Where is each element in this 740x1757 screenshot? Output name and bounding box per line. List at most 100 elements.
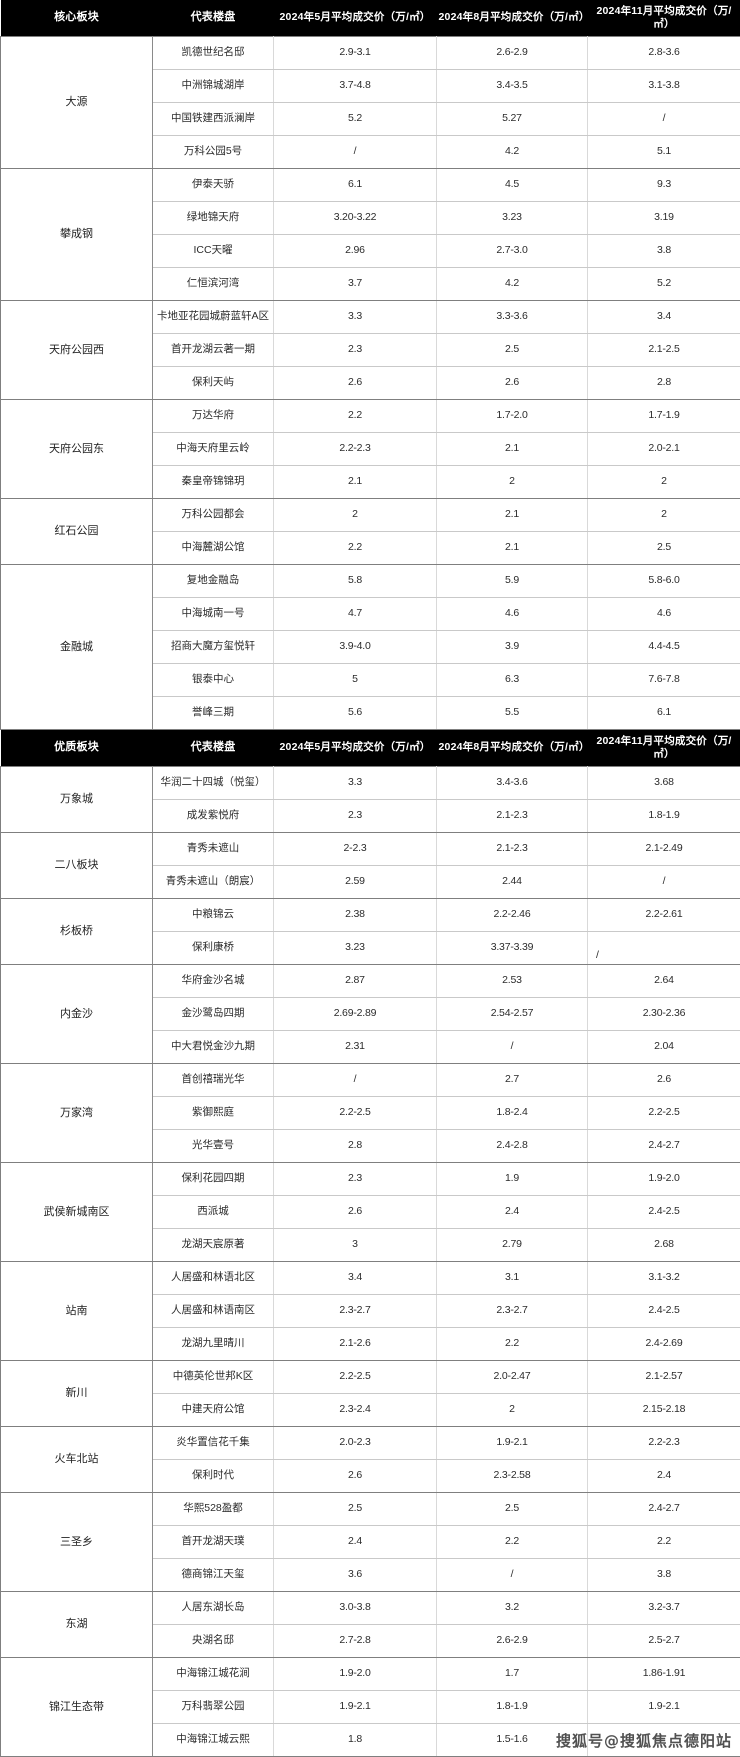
may-price-cell: / [274, 1064, 437, 1097]
aug-price-cell: 2.2 [437, 1328, 588, 1361]
aug-price-cell: 1.5-1.6 [437, 1724, 588, 1757]
project-name-cell: 西派城 [153, 1196, 274, 1229]
aug-price-cell: / [437, 1559, 588, 1592]
nov-price-cell: / [588, 103, 740, 136]
project-name-cell: 华府金沙名城 [153, 965, 274, 998]
nov-price-cell: 2.68 [588, 1229, 740, 1262]
nov-price-cell: 2.8 [588, 367, 740, 400]
project-name-cell: 中海锦江城云熙 [153, 1724, 274, 1757]
project-name-cell: 人居盛和林语北区 [153, 1262, 274, 1295]
may-price-cell: 2.5 [274, 1493, 437, 1526]
may-price-cell: 2.96 [274, 235, 437, 268]
aug-price-cell: 2.4 [437, 1196, 588, 1229]
may-price-cell: 2-2.3 [274, 833, 437, 866]
sector-name-cell: 大源 [1, 37, 153, 169]
nov-price-cell: 2.64 [588, 965, 740, 998]
may-price-cell: 3.3 [274, 301, 437, 334]
aug-price-cell: 4.2 [437, 268, 588, 301]
project-name-cell: 中海天府里云岭 [153, 433, 274, 466]
aug-price-cell: 2.2 [437, 1526, 588, 1559]
may-price-cell: 2.2 [274, 400, 437, 433]
aug-price-cell: 2.2-2.46 [437, 899, 588, 932]
aug-price-cell: 3.4-3.5 [437, 70, 588, 103]
nov-price-cell: 2.2-2.5 [588, 1097, 740, 1130]
project-name-cell: 人居盛和林语南区 [153, 1295, 274, 1328]
column-header-nov-price: 2024年11月平均成交价（万/㎡） [588, 0, 740, 37]
may-price-cell: 2.3-2.4 [274, 1394, 437, 1427]
nov-price-cell: 2.2 [588, 1526, 740, 1559]
may-price-cell: 3.3 [274, 767, 437, 800]
project-name-cell: 誉峰三期 [153, 697, 274, 730]
may-price-cell: 2.3-2.7 [274, 1295, 437, 1328]
sector-name-cell: 火车北站 [1, 1427, 153, 1493]
project-name-cell: 保利花园四期 [153, 1163, 274, 1196]
may-price-cell: 2.59 [274, 866, 437, 899]
project-name-cell: 中国铁建西派澜岸 [153, 103, 274, 136]
nov-price-cell: 2.4-2.7 [588, 1493, 740, 1526]
project-name-cell: 紫御熙庭 [153, 1097, 274, 1130]
sector-name-cell: 杉板桥 [1, 899, 153, 965]
nov-price-cell [588, 1724, 740, 1757]
project-name-cell: 首开龙湖天璞 [153, 1526, 274, 1559]
may-price-cell: 2.6 [274, 1460, 437, 1493]
sector-name-cell: 三圣乡 [1, 1493, 153, 1592]
aug-price-cell: 1.8-1.9 [437, 1691, 588, 1724]
project-name-cell: 首开龙湖云著一期 [153, 334, 274, 367]
aug-price-cell: 2.1 [437, 499, 588, 532]
aug-price-cell: 2.4-2.8 [437, 1130, 588, 1163]
aug-price-cell: 2.5 [437, 1493, 588, 1526]
project-name-cell: 万科公园都会 [153, 499, 274, 532]
aug-price-cell: 1.9 [437, 1163, 588, 1196]
aug-price-cell: 2.6-2.9 [437, 1625, 588, 1658]
nov-price-cell: 3.8 [588, 235, 740, 268]
project-name-cell: 央湖名邸 [153, 1625, 274, 1658]
aug-price-cell: 4.2 [437, 136, 588, 169]
project-name-cell: 青秀未遮山 [153, 833, 274, 866]
may-price-cell: 2.2-2.5 [274, 1097, 437, 1130]
project-name-cell: 龙湖九里晴川 [153, 1328, 274, 1361]
column-header-project: 代表楼盘 [153, 730, 274, 767]
aug-price-cell: 1.8-2.4 [437, 1097, 588, 1130]
aug-price-cell: 2.53 [437, 965, 588, 998]
project-name-cell: 中海城南一号 [153, 598, 274, 631]
may-price-cell: 3.6 [274, 1559, 437, 1592]
column-header-aug-price: 2024年8月平均成交价（万/㎡） [437, 730, 588, 767]
nov-price-cell: 2 [588, 499, 740, 532]
may-price-cell: 2.7-2.8 [274, 1625, 437, 1658]
aug-price-cell: / [437, 1031, 588, 1064]
may-price-cell: 2.2-2.5 [274, 1361, 437, 1394]
sector-name-cell: 新川 [1, 1361, 153, 1427]
project-name-cell: 华润二十四城（悦玺） [153, 767, 274, 800]
project-name-cell: 龙湖天宸原著 [153, 1229, 274, 1262]
nov-price-cell: 2.6 [588, 1064, 740, 1097]
may-price-cell: 2.3 [274, 800, 437, 833]
aug-price-cell: 2.6 [437, 367, 588, 400]
nov-price-cell: 1.9-2.1 [588, 1691, 740, 1724]
may-price-cell: 3.9-4.0 [274, 631, 437, 664]
project-name-cell: 中粮锦云 [153, 899, 274, 932]
aug-price-cell: 5.5 [437, 697, 588, 730]
nov-price-cell: 5.2 [588, 268, 740, 301]
nov-price-cell: 7.6-7.8 [588, 664, 740, 697]
project-name-cell: 仁恒滨河湾 [153, 268, 274, 301]
project-name-cell: 光华壹号 [153, 1130, 274, 1163]
sector-name-cell: 天府公园西 [1, 301, 153, 400]
may-price-cell: 3.23 [274, 932, 437, 965]
column-header-project: 代表楼盘 [153, 0, 274, 37]
may-price-cell: 2.3 [274, 1163, 437, 1196]
may-price-cell: 2.8 [274, 1130, 437, 1163]
column-header-aug-price: 2024年8月平均成交价（万/㎡） [437, 0, 588, 37]
project-name-cell: 德商锦江天玺 [153, 1559, 274, 1592]
may-price-cell: 2.4 [274, 1526, 437, 1559]
nov-price-cell: 2.4-2.69 [588, 1328, 740, 1361]
may-price-cell: 3.0-3.8 [274, 1592, 437, 1625]
aug-price-cell: 2.3-2.7 [437, 1295, 588, 1328]
nov-price-cell: 2.30-2.36 [588, 998, 740, 1031]
may-price-cell: 2.69-2.89 [274, 998, 437, 1031]
project-name-cell: 保利天屿 [153, 367, 274, 400]
